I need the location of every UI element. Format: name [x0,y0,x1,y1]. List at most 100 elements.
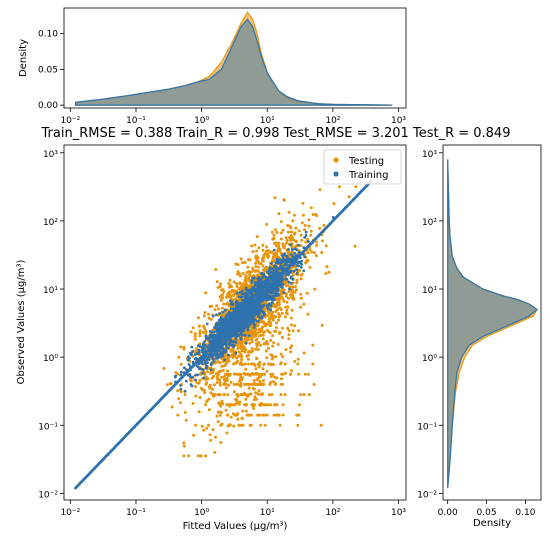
testing-point [229,295,233,299]
training-point [262,303,266,307]
training-point [221,310,225,314]
testing-point [231,293,235,297]
training-point [272,268,275,271]
training-point [184,379,188,383]
testing-point [170,405,174,409]
training-point [242,320,245,324]
testing-point [270,357,274,361]
training-point [208,340,212,344]
training-point [261,276,265,279]
testing-point [253,243,257,247]
testing-point [284,311,288,315]
training-point [267,271,271,275]
testing-point [253,395,257,399]
testing-point [176,389,180,393]
testing-point [258,381,262,385]
training-point [288,260,291,264]
testing-point [272,413,276,417]
training-point [246,318,250,322]
training-point [270,298,274,301]
testing-point [225,403,229,407]
testing-point [223,364,227,368]
testing-point [270,311,274,315]
testing-point [217,393,221,397]
testing-point [277,298,281,302]
testing-point [284,294,288,298]
testing-point [241,272,245,276]
training-point [229,320,232,324]
testing-point [232,372,236,376]
training-point [214,355,218,358]
testing-point [269,380,273,384]
training-point [252,326,256,329]
testing-point [258,362,262,366]
testing-point [281,355,285,359]
testing-point [274,326,278,330]
testing-point [295,281,299,285]
testing-point [287,329,291,333]
testing-point [193,385,197,389]
training-point [283,252,287,256]
testing-point [217,307,221,311]
training-point [216,323,220,326]
testing-point [213,393,217,397]
testing-point [202,325,206,329]
testing-point [322,223,326,227]
testing-point [284,305,288,309]
testing-point [252,398,256,402]
training-point [271,285,275,289]
testing-point [179,401,183,405]
testing-point [309,229,313,233]
testing-point [232,382,236,386]
testing-point [236,263,240,267]
training-point [260,317,264,320]
testing-point [302,351,306,355]
training-point [209,363,213,367]
testing-point [269,339,273,342]
testing-point [254,347,258,351]
testing-point [283,362,287,366]
testing-point [236,347,240,350]
testing-point [256,392,260,396]
training-point [281,260,285,264]
testing-point [299,296,303,300]
testing-point [239,384,243,388]
training-point [204,355,208,358]
testing-point [254,334,258,338]
testing-point [291,289,295,293]
testing-point [305,258,309,262]
training-point [232,326,236,330]
y-axis-label: Observed Values (μg/m³) [16,260,27,385]
testing-point [162,366,166,370]
training-point [234,330,238,333]
testing-point [215,304,219,308]
testing-point [282,198,286,202]
testing-point [257,265,260,269]
training-point [230,335,234,338]
training-point [216,356,220,360]
training-point [214,313,218,317]
testing-point [197,410,201,414]
legend: Testing Training [323,149,402,185]
training-point [257,284,261,288]
right-y-tick-label: 10¹ [422,286,437,296]
testing-point [212,374,215,378]
testing-point [248,341,252,345]
testing-point [197,381,201,385]
testing-point [227,281,231,285]
testing-point [168,382,172,385]
testing-point [295,288,298,292]
testing-point [274,244,278,248]
testing-point [229,290,232,294]
testing-point [182,347,186,351]
testing-point [277,241,281,245]
testing-point [268,331,272,335]
testing-point [255,342,258,346]
training-point [280,276,283,280]
testing-point [279,237,283,241]
training-point [201,342,205,345]
training-point [221,347,224,350]
testing-point [244,274,248,278]
testing-point [225,293,229,297]
testing-point [208,383,212,387]
